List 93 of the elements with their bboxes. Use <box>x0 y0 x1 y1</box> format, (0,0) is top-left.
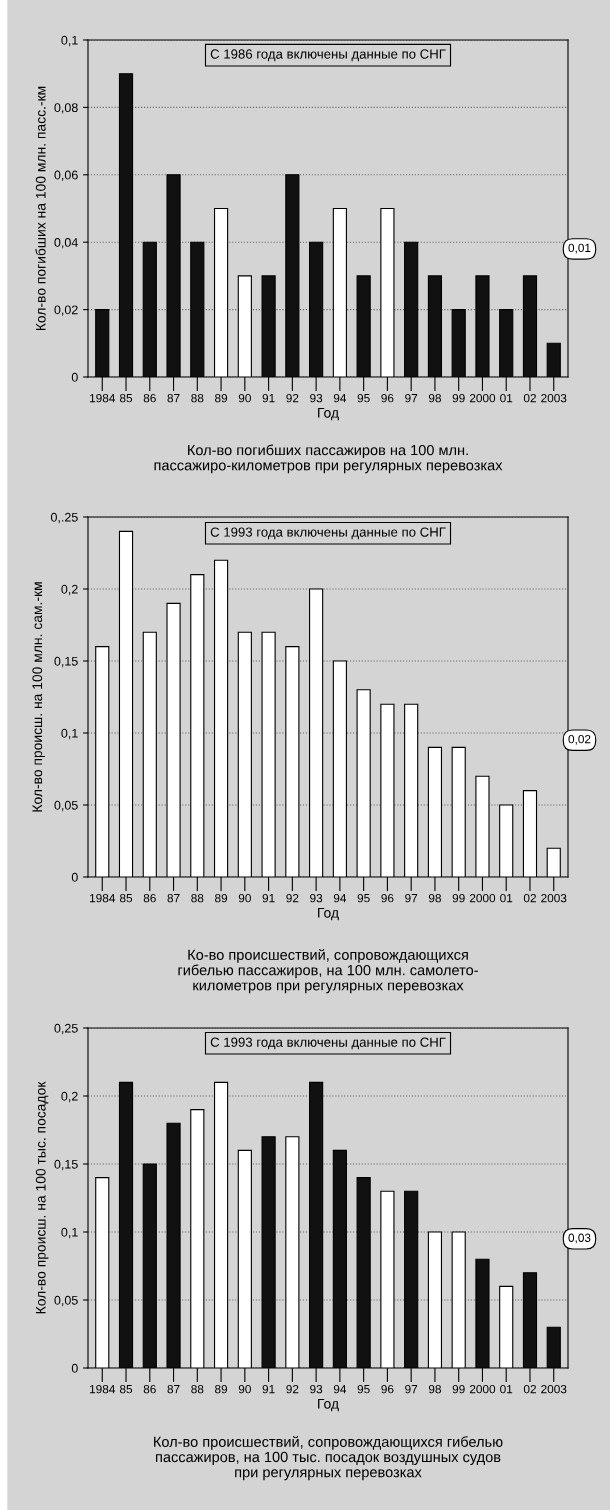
y-tick-label: 0,15 <box>54 656 78 668</box>
x-tick-label: 90 <box>238 1384 251 1394</box>
x-tick-label: 87 <box>167 393 180 403</box>
x-tick-label: 86 <box>143 1384 156 1394</box>
y-tick-label: 0,15 <box>54 1159 78 1171</box>
x-tick-label: 87 <box>167 893 180 903</box>
x-tick-label: 02 <box>523 1384 536 1394</box>
x-tick-label: 98 <box>428 393 441 403</box>
x-tick-label: 91 <box>262 893 275 903</box>
x-tick-label: 2003 <box>541 1384 567 1394</box>
x-tick-label: 1984 <box>90 893 116 903</box>
text: Кол-во погибших пассажиров на 100 млн. пассажиро-километров при регулярных перевозках <box>154 444 503 474</box>
x-tick-label: 85 <box>119 393 133 403</box>
x-tick-label: 95 <box>357 893 370 903</box>
x-tick-label: 87 <box>167 1384 180 1394</box>
x-tick-label: 98 <box>428 1384 441 1394</box>
x-tick-label: 85 <box>119 1384 133 1394</box>
y-tick-label: 0,2 <box>61 1091 78 1103</box>
x-tick-label: 86 <box>143 893 156 903</box>
x-tick-label: 99 <box>452 393 465 403</box>
x-tick-label: 02 <box>523 393 536 403</box>
y-tick-label: 0,08 <box>54 103 78 114</box>
x-tick-label: 93 <box>310 893 323 903</box>
text: Ко-во происшествий, сопровождающихся гибелью пассажиров, на 100 млн. самолето- километров при регулярных перевозках <box>178 949 478 994</box>
x-tick-label: 2000 <box>469 893 496 903</box>
x-tick-label: 99 <box>452 1384 465 1394</box>
x-tick-label: 99 <box>452 893 465 903</box>
x-tick-label: 97 <box>405 393 418 403</box>
text: Кол-во происшествий, сопровождающихся гибелью пассажиров, на 100 тыс. посадок воздушных судов при регулярных перевозках <box>154 1436 503 1481</box>
text: 0,03 <box>568 1233 591 1244</box>
y-tick-label: 0,1 <box>61 1227 78 1239</box>
x-tick-label: 96 <box>381 1384 394 1394</box>
y-tick-label: 0,1 <box>61 728 78 740</box>
x-tick-label: 01 <box>500 893 513 903</box>
x-tick-label: 94 <box>333 1384 347 1394</box>
x-tick-label: 91 <box>262 393 275 403</box>
x-tick-label: 95 <box>357 1384 370 1394</box>
x-tick-label: 92 <box>286 393 299 403</box>
x-axis-title: Год <box>318 407 339 421</box>
annotation: С 1993 года включены данные по СНГ <box>210 527 446 540</box>
y-tick-label: 0,05 <box>54 800 78 812</box>
x-tick-label: 85 <box>119 893 133 903</box>
text: 0,02 <box>568 735 591 745</box>
y-axis-title: Кол-во происш. на 100 млн. сам.-км <box>32 582 45 812</box>
x-tick-label: 92 <box>286 1384 299 1394</box>
y-axis-title: Кол-во происш. на 100 тыс. посадок <box>35 1081 49 1314</box>
x-tick-label: 89 <box>215 893 228 903</box>
x-tick-label: 89 <box>215 393 228 403</box>
x-tick-label: 97 <box>405 893 418 903</box>
x-tick-label: 95 <box>357 393 370 403</box>
x-tick-label: 88 <box>191 1384 204 1394</box>
x-tick-label: 91 <box>262 1384 275 1394</box>
y-tick-label: 0 <box>71 1363 78 1373</box>
x-tick-label: 93 <box>310 393 323 403</box>
y-tick-label: 0,04 <box>54 238 78 249</box>
y-tick-label: 0,06 <box>54 170 78 181</box>
x-tick-label: 2000 <box>469 1384 496 1394</box>
text: 0,01 <box>568 243 591 254</box>
x-tick-label: 94 <box>333 893 347 903</box>
x-axis-title: Год <box>318 1398 339 1412</box>
x-tick-label: 93 <box>310 1384 323 1394</box>
y-tick-label: 0,25 <box>54 1023 78 1035</box>
x-tick-label: 97 <box>405 1384 418 1394</box>
x-tick-label: 01 <box>500 1384 513 1394</box>
x-tick-label: 96 <box>381 393 394 403</box>
x-tick-label: 02 <box>523 893 536 903</box>
x-tick-label: 88 <box>191 393 204 403</box>
y-tick-label: 0 <box>71 872 78 882</box>
y-tick-label: 0,2 <box>61 584 78 596</box>
y-axis-title: Кол-во погибших на 100 млн. пасс.-км <box>35 86 46 331</box>
x-tick-label: 1984 <box>90 393 116 403</box>
x-tick-label: 1984 <box>90 1384 116 1394</box>
x-tick-label: 90 <box>238 393 251 403</box>
x-tick-label: 2003 <box>541 893 567 903</box>
x-tick-label: 86 <box>143 393 156 403</box>
x-tick-label: 89 <box>215 1384 228 1394</box>
y-tick-label: 0,.25 <box>50 512 78 524</box>
y-tick-label: 0,1 <box>61 35 78 47</box>
x-tick-label: 2000 <box>469 393 496 403</box>
annotation: С 1993 года включены данные по СНГ <box>210 1037 446 1050</box>
y-tick-label: 0,02 <box>54 305 78 316</box>
x-tick-label: 88 <box>191 893 204 903</box>
x-tick-label: 94 <box>333 393 347 403</box>
x-tick-label: 98 <box>428 893 441 903</box>
y-tick-label: 0,05 <box>54 1295 78 1307</box>
annotation: С 1986 года включены данные по СНГ <box>210 49 446 62</box>
x-axis-title: Год <box>318 907 339 921</box>
x-tick-label: 92 <box>286 893 299 903</box>
x-tick-label: 90 <box>238 893 251 903</box>
x-tick-label: 2003 <box>541 393 567 403</box>
x-tick-label: 01 <box>500 393 513 403</box>
x-tick-label: 96 <box>381 893 394 903</box>
y-tick-label: 0 <box>71 372 78 382</box>
